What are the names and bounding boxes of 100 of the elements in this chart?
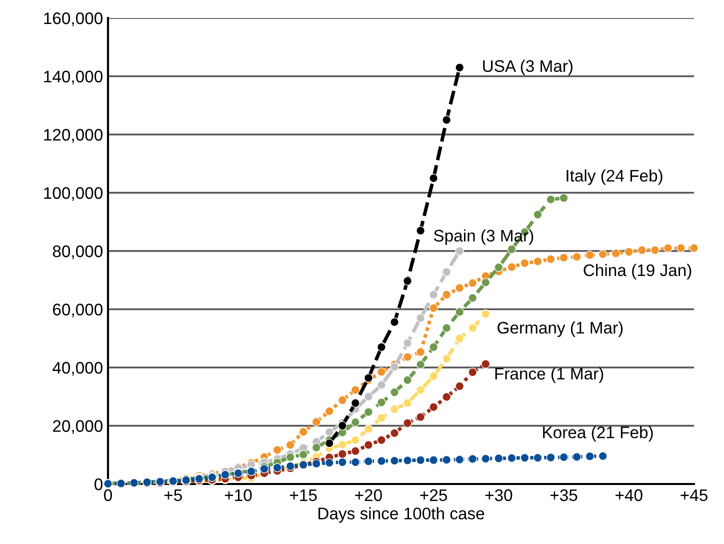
- y-tick-label: 160,000: [44, 12, 102, 26]
- point: [572, 452, 582, 462]
- point: [585, 250, 594, 260]
- y-tick-label: 20,000: [53, 420, 102, 434]
- point: [376, 456, 386, 466]
- point: [468, 278, 478, 288]
- point: [272, 463, 282, 472]
- point: [533, 256, 542, 266]
- point: [507, 244, 516, 254]
- point: [442, 354, 452, 364]
- point: [338, 396, 347, 405]
- point: [402, 398, 412, 408]
- point: [402, 456, 412, 465]
- point: [429, 402, 438, 412]
- series-label: Germany (1 Mar): [498, 321, 623, 337]
- point: [546, 452, 556, 462]
- point: [350, 458, 360, 467]
- x-tick-label: +30: [485, 489, 512, 502]
- point: [442, 267, 452, 276]
- y-tick-label: 40,000: [52, 362, 102, 376]
- point: [324, 438, 334, 448]
- point: [455, 62, 464, 72]
- point: [559, 452, 568, 462]
- point: [402, 276, 412, 286]
- point: [390, 456, 400, 466]
- point: [455, 455, 464, 464]
- point: [481, 359, 490, 369]
- x-tick-label: +35: [550, 489, 578, 502]
- point: [338, 449, 347, 459]
- series-label: Korea (21 Feb): [543, 426, 653, 442]
- point: [546, 194, 556, 204]
- x-tick-label: +45: [680, 489, 708, 502]
- point: [559, 253, 568, 262]
- point: [376, 413, 386, 422]
- point: [350, 385, 360, 394]
- point: [429, 456, 438, 465]
- series-label: China (19 Jan): [584, 264, 692, 280]
- point: [494, 262, 504, 272]
- point: [364, 456, 373, 466]
- point: [376, 380, 386, 390]
- point: [442, 290, 452, 300]
- series-label: France (1 Mar): [495, 367, 604, 383]
- y-tick-label: 80,000: [52, 245, 102, 260]
- point: [468, 368, 478, 377]
- point: [298, 450, 308, 460]
- point: [637, 246, 646, 255]
- point: [624, 247, 634, 256]
- y-tick-label: 120,000: [44, 128, 102, 143]
- point: [455, 246, 464, 256]
- point: [364, 373, 373, 382]
- y-tick-label: 60,000: [53, 304, 102, 318]
- point: [429, 342, 438, 352]
- point: [286, 452, 295, 462]
- x-tick-label: +25: [420, 489, 447, 502]
- point: [611, 248, 620, 258]
- point: [442, 115, 452, 124]
- point: [312, 443, 321, 452]
- point: [442, 455, 452, 464]
- x-tick-label: +40: [616, 489, 642, 502]
- point: [429, 290, 438, 300]
- point: [676, 244, 686, 253]
- point: [455, 307, 464, 316]
- y-tick-label: 140,000: [44, 70, 102, 84]
- point: [442, 392, 452, 402]
- point: [364, 440, 373, 450]
- point: [585, 452, 594, 461]
- point: [272, 445, 282, 454]
- point: [364, 424, 373, 434]
- point: [416, 412, 426, 422]
- point: [442, 323, 452, 332]
- y-tick-label: 0: [94, 478, 102, 490]
- point: [350, 418, 360, 427]
- point: [455, 334, 464, 343]
- point: [429, 372, 438, 381]
- point: [324, 458, 334, 468]
- y-tick-label: 100,000: [44, 187, 102, 201]
- point: [324, 428, 334, 437]
- point: [416, 348, 426, 357]
- point: [390, 404, 400, 414]
- point: [338, 421, 347, 430]
- point: [364, 392, 373, 402]
- point: [455, 283, 464, 293]
- point: [376, 436, 386, 445]
- x-tick-label: +20: [355, 489, 382, 502]
- point: [350, 398, 360, 408]
- point: [429, 174, 438, 183]
- point: [402, 376, 412, 385]
- point: [429, 304, 438, 313]
- point: [312, 417, 321, 426]
- point: [390, 428, 400, 438]
- point: [598, 250, 608, 259]
- point: [416, 456, 426, 465]
- point: [416, 226, 426, 236]
- point: [481, 309, 490, 318]
- point: [546, 254, 556, 264]
- x-tick-label: +15: [290, 489, 317, 502]
- x-tick-label: +5: [164, 489, 182, 502]
- x-axis-title: Days since 100th case: [318, 507, 484, 523]
- point: [468, 293, 478, 302]
- point: [416, 360, 426, 370]
